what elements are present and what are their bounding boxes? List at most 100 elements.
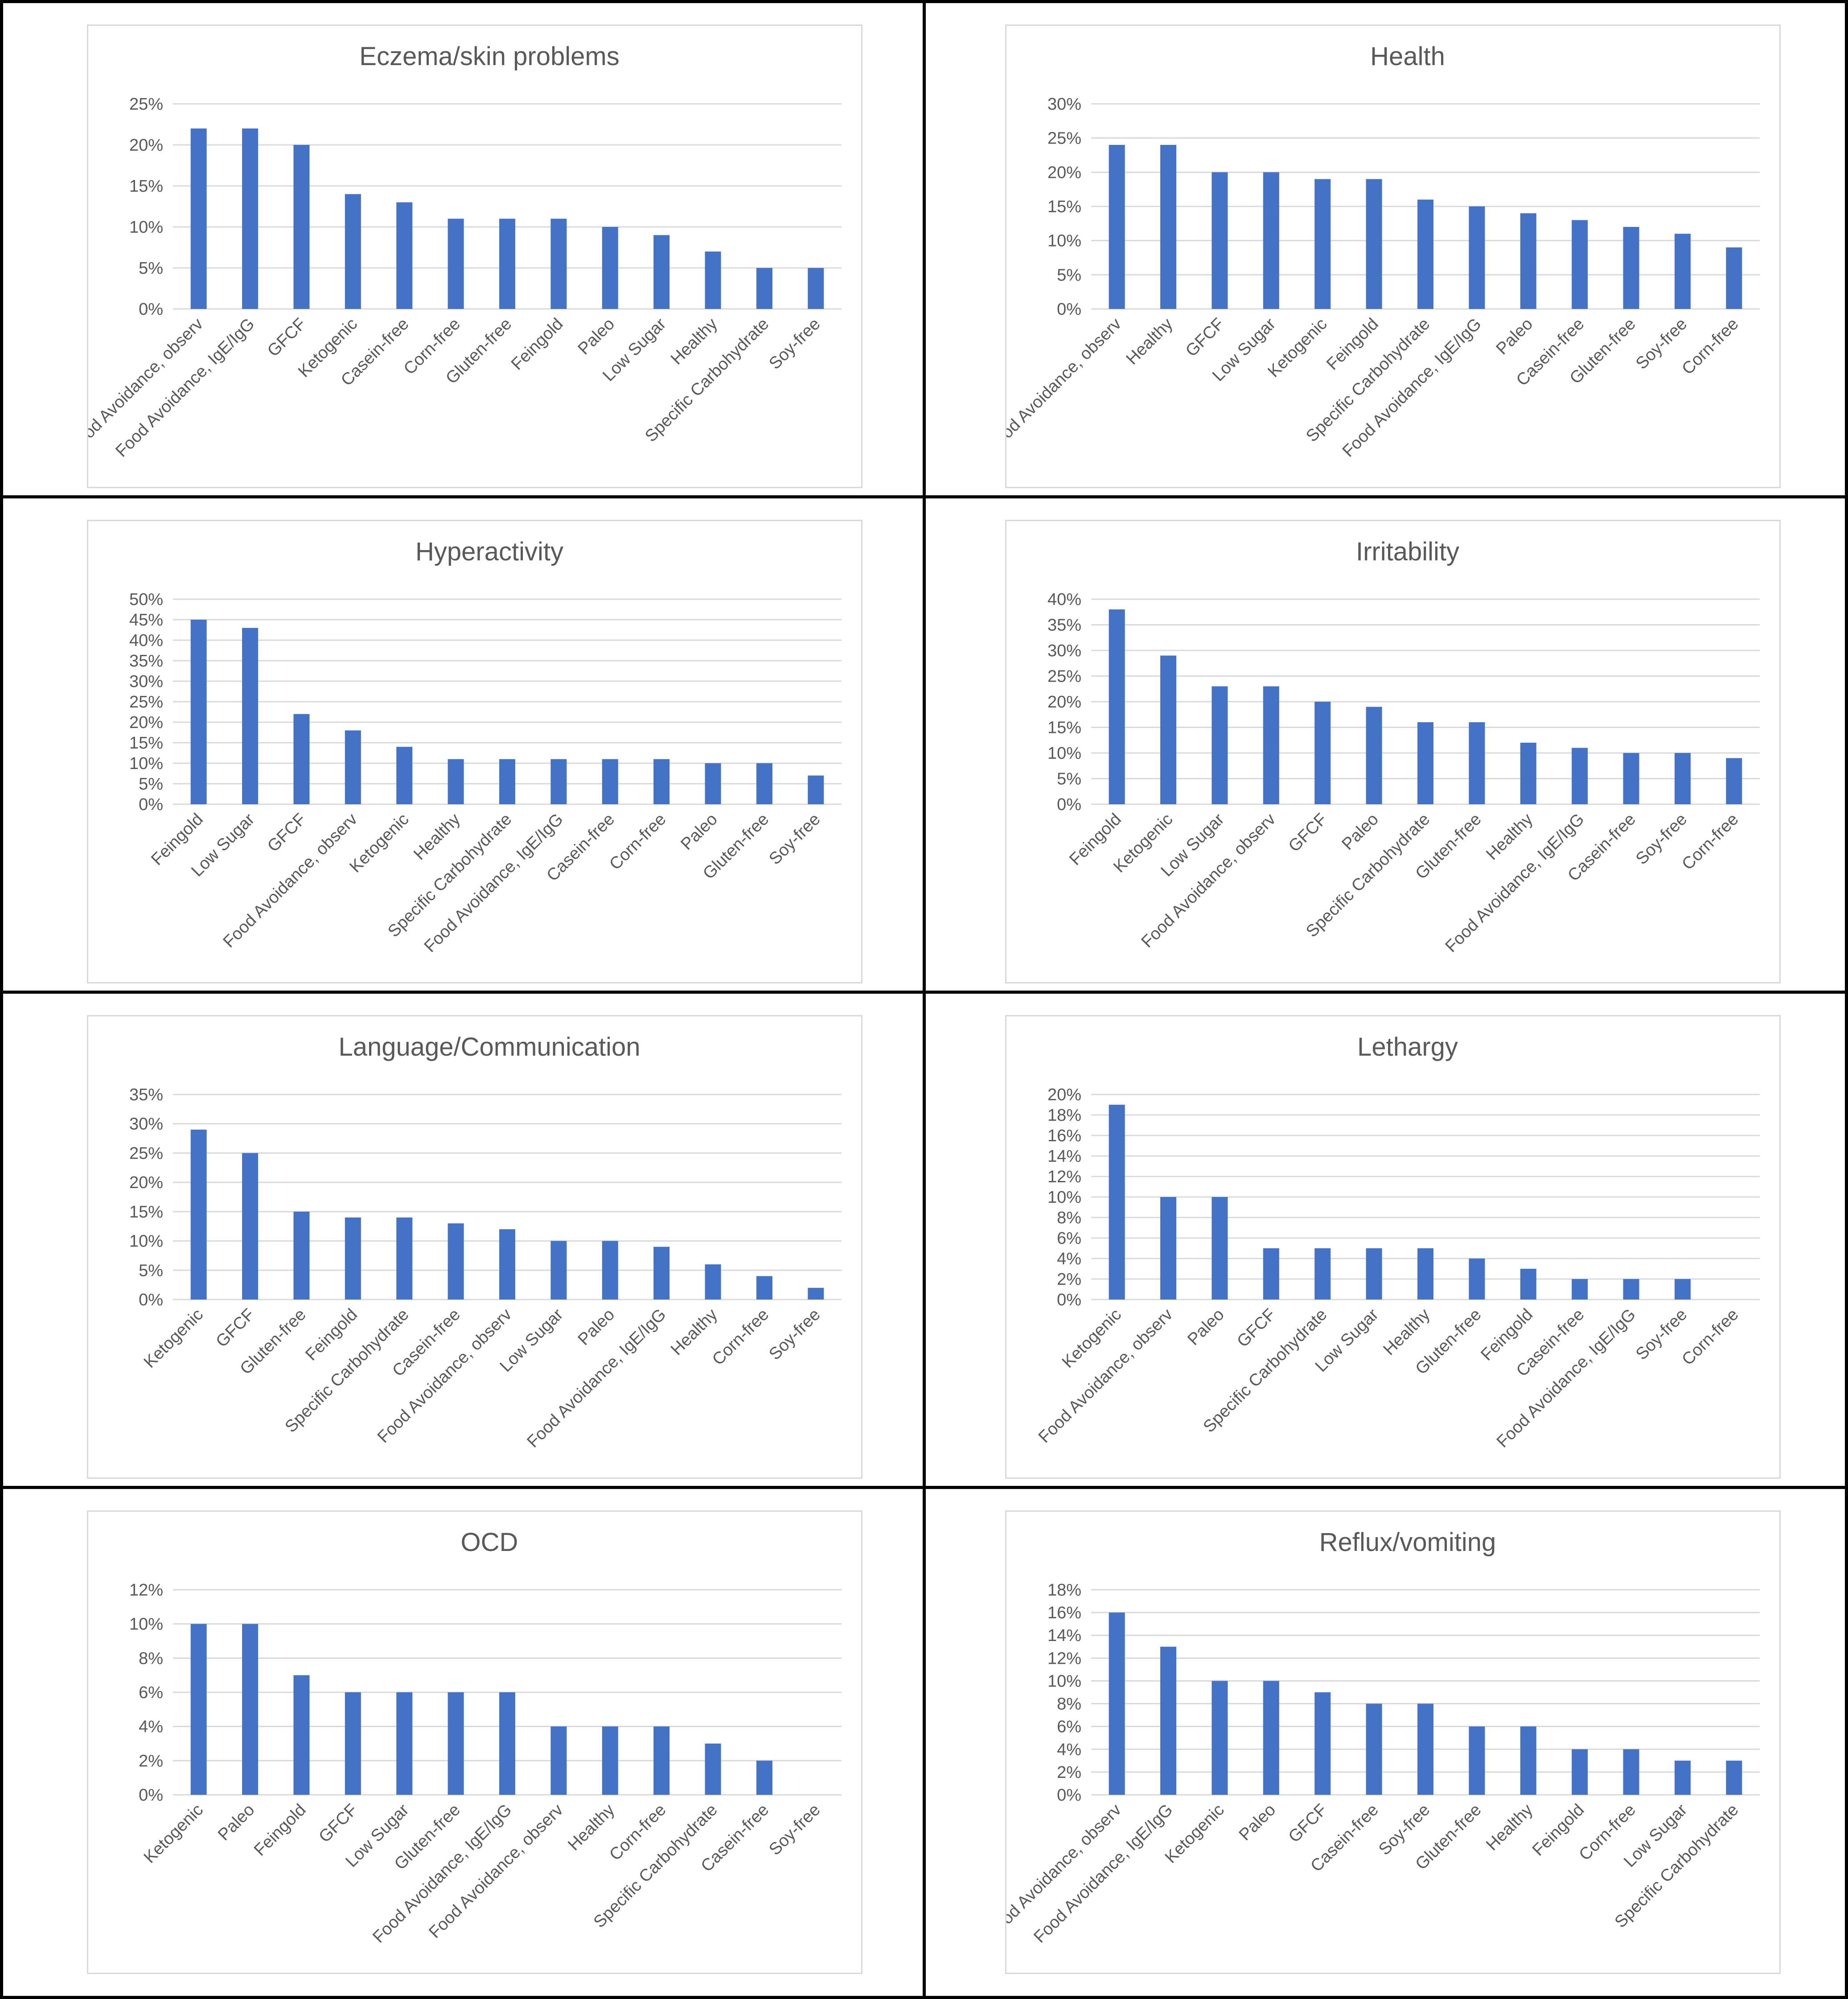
x-category-label: Corn-free bbox=[606, 810, 669, 874]
chart-area: Reflux/vomiting 0% 2% 4% 6% 8% 10% 12% 14% 16% 18%… bbox=[1005, 1510, 1781, 1974]
x-category-label: Paleo bbox=[1184, 1305, 1228, 1349]
y-tick-label: 0% bbox=[139, 1291, 163, 1309]
bar-paleo bbox=[602, 1241, 618, 1300]
x-category-label: GFCF bbox=[213, 1305, 259, 1351]
bar-low-sugar bbox=[242, 628, 259, 804]
bar-food-avoidance-ige-igg bbox=[1623, 1279, 1639, 1300]
y-tick-label: 15% bbox=[129, 734, 163, 753]
chart-title: Hyperactivity bbox=[415, 537, 563, 566]
panel-reflux-vomiting: Reflux/vomiting 0% 2% 4% 6% 8% 10% 12% 14% 16% 18%… bbox=[923, 1486, 1848, 1999]
bar-healthy bbox=[705, 1264, 721, 1300]
bar-soy-free bbox=[1674, 1279, 1691, 1300]
x-category-label: Paleo bbox=[677, 810, 721, 854]
bar-chart: Irritability0%5%10%15%20%25%30%35%40%Fei… bbox=[1047, 537, 1760, 956]
y-tick-label: 15% bbox=[1047, 719, 1081, 737]
chart-title: Health bbox=[1370, 42, 1445, 71]
bar-casein-free bbox=[448, 1223, 464, 1300]
bar-food-avoidance-observ bbox=[499, 1229, 515, 1300]
bar-gluten-free bbox=[1469, 1726, 1485, 1795]
y-tick-label: 0% bbox=[139, 795, 163, 814]
bar-low-sugar bbox=[1263, 172, 1279, 309]
chart-area: Irritability 0% 5% 10% 15% 20% 25% 30% 35% 40% Fei… bbox=[1005, 520, 1781, 983]
bar-food-avoidance-ige-igg bbox=[653, 1246, 670, 1300]
chart-title: Language/Communication bbox=[338, 1032, 640, 1061]
x-category-label: GFCF bbox=[1182, 315, 1228, 361]
y-tick-label: 0% bbox=[1057, 795, 1081, 814]
y-tick-label: 4% bbox=[139, 1718, 163, 1736]
bar-corn-free bbox=[653, 1726, 670, 1795]
bar-gluten-free bbox=[448, 1692, 464, 1795]
y-tick-label: 0% bbox=[1057, 300, 1081, 319]
y-tick-label: 10% bbox=[1047, 232, 1081, 251]
bar-corn-free bbox=[653, 759, 670, 804]
bar-feingold bbox=[345, 1217, 361, 1300]
y-tick-label: 45% bbox=[129, 611, 163, 629]
bar-ketogenic bbox=[1109, 1105, 1125, 1300]
y-tick-label: 30% bbox=[1047, 642, 1081, 660]
bar-food-avoidance-ige-igg bbox=[1572, 748, 1588, 804]
y-tick-label: 6% bbox=[1057, 1229, 1081, 1248]
bar-casein-free bbox=[1623, 753, 1639, 804]
y-tick-label: 8% bbox=[1057, 1209, 1081, 1227]
y-tick-label: 35% bbox=[129, 652, 163, 670]
y-tick-label: 4% bbox=[1057, 1250, 1081, 1268]
y-tick-label: 4% bbox=[1057, 1740, 1081, 1759]
bar-food-avoidance-ige-igg bbox=[550, 759, 567, 804]
bar-chart: OCD 0% 2% 4% 6% 8% 10% 12% Ketogenic PaleoFeingol… bbox=[129, 1528, 842, 1947]
x-category-label: Paleo bbox=[1339, 810, 1382, 854]
bar-casein-free bbox=[602, 759, 618, 804]
bar-gfcf bbox=[1314, 702, 1331, 804]
bar-paleo bbox=[602, 227, 618, 309]
y-tick-label: 10% bbox=[129, 754, 163, 773]
y-tick-label: 10% bbox=[1047, 1672, 1081, 1691]
bar-corn-free bbox=[1726, 247, 1742, 309]
bar-low-sugar bbox=[653, 235, 670, 309]
y-tick-label: 2% bbox=[139, 1752, 163, 1770]
y-tick-label: 14% bbox=[1047, 1626, 1081, 1645]
bar-paleo bbox=[242, 1624, 259, 1795]
x-category-label: Corn-free bbox=[1678, 810, 1742, 874]
bar-chart: Reflux/vomiting 0% 2% 4% 6% 8% 10% 12% 14% 16% 18%… bbox=[1006, 1528, 1760, 1947]
bar-low-sugar bbox=[396, 1692, 413, 1795]
y-tick-label: 5% bbox=[139, 259, 163, 278]
bar-ketogenic bbox=[190, 1129, 207, 1300]
x-category-label: GFCF bbox=[1285, 1801, 1331, 1847]
y-tick-label: 14% bbox=[1047, 1147, 1081, 1166]
bar-chart: Language/Communication 0% 5% 10% 15% 20% 25% 30… bbox=[129, 1032, 842, 1452]
bar-food-avoidance-observ bbox=[190, 128, 207, 309]
chart-area: Language/Communication 0% 5% 10% 15% 20% 25% 30… bbox=[87, 1015, 862, 1479]
bar-corn-free bbox=[756, 1276, 772, 1300]
y-tick-label: 30% bbox=[1047, 95, 1081, 114]
bar-gfcf bbox=[293, 145, 310, 309]
bar-ketogenic bbox=[1211, 1681, 1228, 1795]
y-tick-label: 8% bbox=[1057, 1695, 1081, 1714]
y-tick-label: 16% bbox=[1047, 1127, 1081, 1145]
bar-specific-carbohydrate bbox=[705, 1744, 721, 1795]
chart-area: Health 0% 5% 10% 15% 20% 25% 30% Food Avoidance,… bbox=[1005, 25, 1781, 488]
bar-food-avoidance-observ bbox=[550, 1726, 567, 1795]
x-category-label: Corn-free bbox=[1678, 1305, 1742, 1369]
bar-feingold bbox=[1572, 1749, 1588, 1795]
bar-healthy bbox=[1417, 1248, 1433, 1300]
bar-soy-free bbox=[808, 1287, 824, 1300]
x-category-label: Soy-free bbox=[765, 1305, 824, 1364]
panel-ocd: OCD 0% 2% 4% 6% 8% 10% 12% Ketogenic Paleo Feingol… bbox=[0, 1486, 926, 1999]
x-category-label: GFCF bbox=[264, 315, 310, 361]
bar-feingold bbox=[1366, 179, 1382, 309]
y-tick-label: 20% bbox=[129, 1173, 163, 1192]
bar-chart: Eczema/skin problems0%5%10%15%20%25%Food… bbox=[88, 42, 842, 461]
bar-soy-free bbox=[1674, 753, 1691, 804]
bar-healthy bbox=[448, 759, 464, 804]
x-category-label: Paleo bbox=[1493, 315, 1536, 358]
bar-feingold bbox=[190, 620, 207, 804]
y-tick-label: 10% bbox=[129, 1615, 163, 1634]
x-category-label: GFCF bbox=[264, 810, 310, 856]
x-category-label: Ketogenic bbox=[140, 1801, 207, 1867]
bar-gfcf bbox=[293, 714, 310, 804]
bar-feingold bbox=[1520, 1269, 1536, 1300]
bar-paleo bbox=[1263, 1681, 1279, 1795]
bar-casein-free bbox=[1366, 1703, 1382, 1795]
y-tick-label: 8% bbox=[139, 1649, 163, 1668]
bar-casein-free bbox=[756, 1760, 772, 1795]
